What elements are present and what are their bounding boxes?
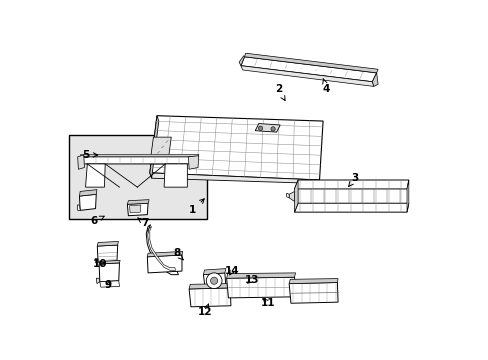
Polygon shape <box>149 137 171 164</box>
Polygon shape <box>77 205 80 210</box>
Polygon shape <box>372 73 377 86</box>
Polygon shape <box>188 156 198 169</box>
Text: 4: 4 <box>322 78 330 94</box>
Polygon shape <box>127 203 148 216</box>
Polygon shape <box>288 279 337 284</box>
Polygon shape <box>288 283 337 303</box>
Circle shape <box>206 273 222 289</box>
Polygon shape <box>147 251 183 257</box>
Text: 11: 11 <box>260 298 274 308</box>
Text: 9: 9 <box>104 280 111 291</box>
Polygon shape <box>95 258 98 263</box>
Text: 6: 6 <box>91 216 104 226</box>
Text: 3: 3 <box>348 173 358 186</box>
Polygon shape <box>97 245 118 262</box>
Text: 5: 5 <box>82 150 98 160</box>
Polygon shape <box>294 203 408 212</box>
Text: 13: 13 <box>244 275 258 285</box>
Polygon shape <box>97 242 118 246</box>
Text: 7: 7 <box>138 218 148 228</box>
Polygon shape <box>226 273 295 278</box>
Polygon shape <box>99 260 120 264</box>
Polygon shape <box>149 173 321 184</box>
Polygon shape <box>294 180 408 189</box>
Polygon shape <box>239 56 244 66</box>
Bar <box>69 135 206 219</box>
Polygon shape <box>406 180 408 212</box>
Polygon shape <box>241 57 376 82</box>
Polygon shape <box>189 284 231 289</box>
Circle shape <box>270 127 275 131</box>
Polygon shape <box>286 193 288 198</box>
Text: 8: 8 <box>173 248 183 260</box>
Polygon shape <box>203 273 225 289</box>
Polygon shape <box>294 180 298 212</box>
Polygon shape <box>96 278 100 284</box>
Circle shape <box>258 126 262 130</box>
Polygon shape <box>146 225 178 275</box>
Polygon shape <box>149 116 159 178</box>
Polygon shape <box>78 155 84 169</box>
Polygon shape <box>78 157 198 164</box>
Text: 12: 12 <box>198 304 212 317</box>
Polygon shape <box>129 205 141 213</box>
Polygon shape <box>226 277 295 298</box>
Polygon shape <box>147 255 182 273</box>
Polygon shape <box>164 164 187 187</box>
Polygon shape <box>127 200 149 204</box>
Polygon shape <box>288 192 294 202</box>
Polygon shape <box>100 281 119 287</box>
Polygon shape <box>149 116 323 180</box>
Text: 14: 14 <box>224 266 239 276</box>
Polygon shape <box>147 226 175 270</box>
Polygon shape <box>80 194 96 210</box>
Circle shape <box>210 277 217 284</box>
Polygon shape <box>189 288 230 307</box>
Polygon shape <box>99 263 119 282</box>
Polygon shape <box>241 66 373 86</box>
Polygon shape <box>80 154 198 157</box>
Polygon shape <box>203 269 225 275</box>
Polygon shape <box>85 164 105 187</box>
Text: 1: 1 <box>189 199 204 215</box>
Polygon shape <box>244 53 377 73</box>
Text: 2: 2 <box>274 84 285 100</box>
Polygon shape <box>255 123 280 132</box>
Polygon shape <box>80 190 97 196</box>
Text: 10: 10 <box>92 259 107 269</box>
